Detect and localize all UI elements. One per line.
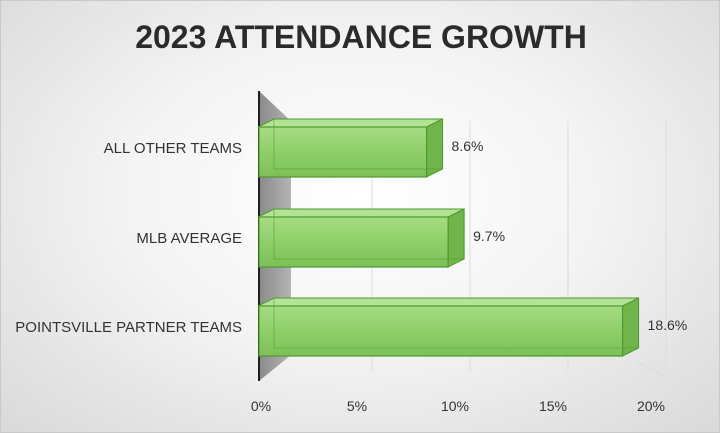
bar-top <box>257 118 443 128</box>
bar-top <box>257 208 465 218</box>
bar-end <box>426 118 444 178</box>
category-label: ALL OTHER TEAMS <box>104 140 242 157</box>
x-tick-label: 15% <box>539 398 567 414</box>
bar <box>257 118 444 178</box>
bar-back-outline <box>273 208 465 260</box>
x-tick-label: 10% <box>441 398 469 414</box>
labels: 0% 5% 10% 15% 20% ALL OTHER TEAMS 8.6% MLB AVER… <box>15 138 687 414</box>
floor-edge <box>635 360 679 384</box>
bar-top <box>257 297 639 307</box>
x-tick-label: 0% <box>251 398 271 414</box>
data-label: 9.7% <box>473 228 505 244</box>
bars <box>257 118 640 357</box>
chart-title: 2023 ATTENDANCE GROWTH <box>135 19 587 55</box>
data-label: 18.6% <box>648 317 688 333</box>
bar <box>257 208 465 268</box>
x-tick-label: 5% <box>347 398 367 414</box>
x-tick-label: 20% <box>637 398 665 414</box>
bar-back-outline <box>273 118 444 170</box>
data-label: 8.6% <box>452 138 484 154</box>
bar-back-outline <box>273 297 640 349</box>
bar-end <box>622 297 640 357</box>
category-label: MLB AVERAGE <box>136 230 242 247</box>
bar-end <box>447 208 465 268</box>
category-label: POINTSVILLE PARTNER TEAMS <box>15 319 242 336</box>
bar <box>257 297 640 357</box>
